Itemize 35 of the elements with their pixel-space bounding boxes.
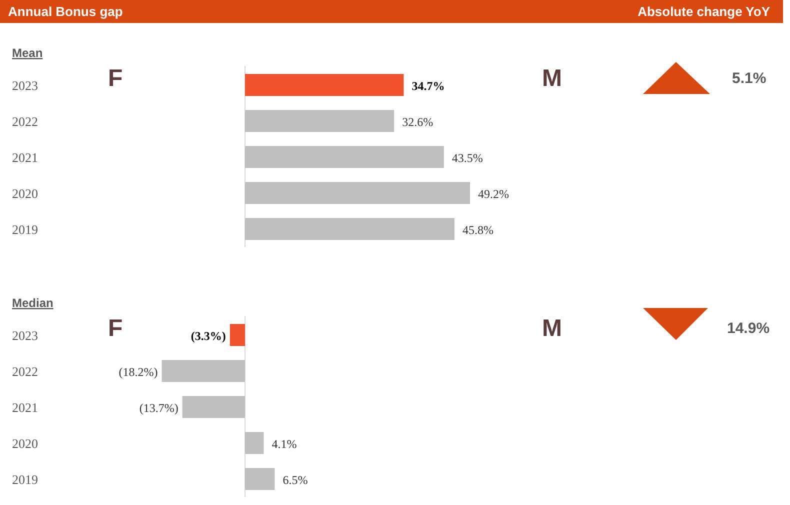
y-tick-label: 2020: [12, 436, 38, 451]
data-label: 34.7%: [412, 79, 445, 93]
y-tick-label: 2022: [12, 364, 38, 379]
bar: [245, 218, 454, 240]
text: 14.9%: [727, 320, 770, 337]
data-label: 45.8%: [462, 223, 494, 237]
text: 5.1%: [732, 70, 766, 87]
text: F: [108, 65, 123, 92]
y-tick-label: 2022: [12, 114, 38, 129]
data-label: 32.6%: [402, 115, 434, 129]
data-label: (13.7%): [139, 401, 178, 415]
data-label: 43.5%: [452, 151, 483, 165]
data-label: (3.3%): [190, 329, 226, 343]
text: F: [108, 315, 123, 342]
bar: [245, 110, 394, 132]
data-label: (18.2%): [118, 365, 158, 379]
data-label: 49.2%: [478, 187, 509, 201]
data-label: 4.1%: [272, 437, 297, 451]
y-tick-label: 2021: [12, 150, 38, 165]
text: Annual Bonus gap: [8, 4, 123, 19]
bar: [245, 182, 470, 204]
data-label: 6.5%: [282, 473, 308, 487]
text: M: [542, 315, 562, 342]
text: Mean: [12, 46, 43, 60]
y-tick-label: 2019: [12, 222, 38, 237]
y-tick-label: 2020: [12, 186, 38, 201]
y-tick-label: 2019: [12, 472, 38, 487]
bar: [245, 146, 444, 168]
y-tick-label: 2023: [12, 78, 38, 93]
y-tick-label: 2021: [12, 400, 38, 415]
bar: [245, 74, 404, 96]
text: M: [542, 65, 562, 92]
text: Absolute change YoY: [638, 4, 770, 19]
y-tick-label: 2023: [12, 328, 38, 343]
text: Median: [12, 296, 54, 310]
